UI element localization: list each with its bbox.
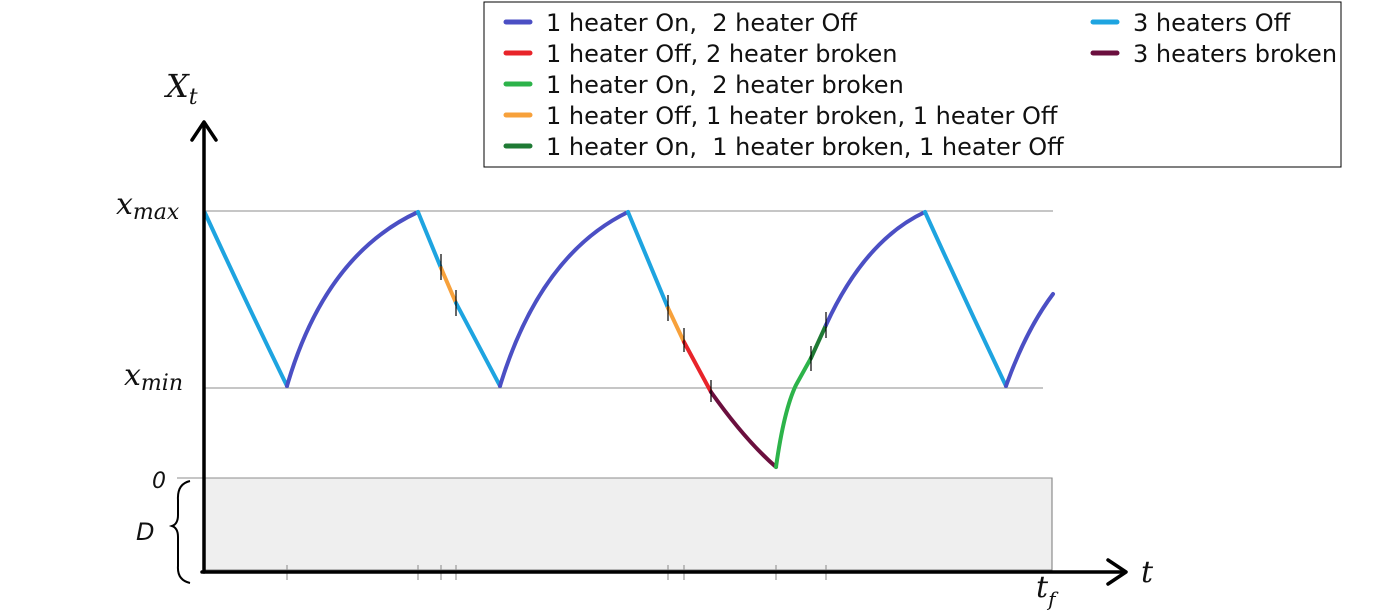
event-marks [440,254,827,402]
xmax-label: xmax [116,187,180,225]
forbidden-region [203,477,1053,571]
segment-1off-2broken [682,340,713,394]
xmin-label: xmin [124,358,183,396]
segment-1off-1broken-1off-1 [439,266,458,305]
segment-1off-1broken-1off-2 [666,306,686,344]
region-label: D [136,518,154,546]
segment-3-off-4 [626,210,670,310]
legend-frame [483,1,1342,168]
segment-1on-2off-4 [1004,292,1055,388]
tf-label: tf [1036,570,1059,611]
segment-1on-2broken [774,356,813,469]
legend-label: 1 heater Off, 1 heater broken, 1 heater … [546,102,1058,130]
x-axis-label: t [1141,555,1154,590]
legend-label: 1 heater On, 1 heater broken, 1 heater O… [546,133,1064,161]
segment-3-broken [709,390,778,469]
legend-label: 3 heaters broken [1133,40,1337,68]
segment-1on-2off-3 [824,210,927,327]
x-axis-arrow [1106,558,1128,586]
legend: 1 heater On, 2 heater Off 1 heater Off, 2… [483,1,1342,168]
zero-label: 0 [152,469,166,494]
segment-3-off-1 [203,211,289,388]
segment-1on-1broken-1off [809,323,828,360]
segment-3-off-2 [416,210,443,270]
segment-3-off-5 [923,210,1008,388]
trajectory [203,210,1055,469]
legend-label: 3 heaters Off [1133,9,1291,37]
legend-label: 1 heater On, 2 heater Off [546,9,857,37]
segment-3-off-3 [454,301,502,388]
legend-label: 1 heater On, 2 heater broken [546,71,904,99]
segment-1on-2off-1 [285,210,420,388]
axes [190,120,1128,586]
region-brace [168,480,191,584]
y-axis-arrow [190,120,218,142]
y-axis-label: Xt [163,67,198,110]
legend-label: 1 heater Off, 2 heater broken [546,40,897,68]
segment-1on-2off-2 [498,210,630,388]
